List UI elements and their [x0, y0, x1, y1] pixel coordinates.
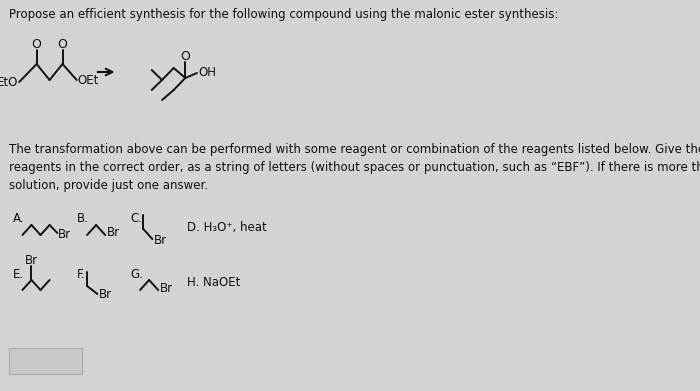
- Text: C.: C.: [130, 212, 142, 226]
- Text: F.: F.: [77, 267, 85, 280]
- Text: Propose an efficient synthesis for the following compound using the malonic este: Propose an efficient synthesis for the f…: [9, 8, 558, 21]
- Text: E.: E.: [13, 267, 24, 280]
- FancyBboxPatch shape: [9, 348, 82, 374]
- Text: D. H₃O⁺, heat: D. H₃O⁺, heat: [188, 221, 267, 233]
- Text: G.: G.: [130, 267, 143, 280]
- Text: H. NaOEt: H. NaOEt: [188, 276, 241, 289]
- Text: Br: Br: [25, 253, 38, 267]
- Text: O: O: [181, 50, 190, 63]
- Text: OH: OH: [198, 66, 216, 79]
- Text: Br: Br: [160, 282, 173, 294]
- Text: OEt: OEt: [78, 74, 99, 86]
- Text: A.: A.: [13, 212, 25, 226]
- Text: Br: Br: [154, 235, 167, 248]
- Text: Br: Br: [99, 289, 112, 301]
- Text: Br: Br: [106, 226, 120, 240]
- Text: EtO: EtO: [0, 75, 18, 88]
- Text: Br: Br: [58, 228, 71, 242]
- Text: B.: B.: [77, 212, 89, 226]
- Text: O: O: [57, 38, 67, 50]
- Text: O: O: [32, 38, 41, 50]
- Text: The transformation above can be performed with some reagent or combination of th: The transformation above can be performe…: [9, 143, 700, 192]
